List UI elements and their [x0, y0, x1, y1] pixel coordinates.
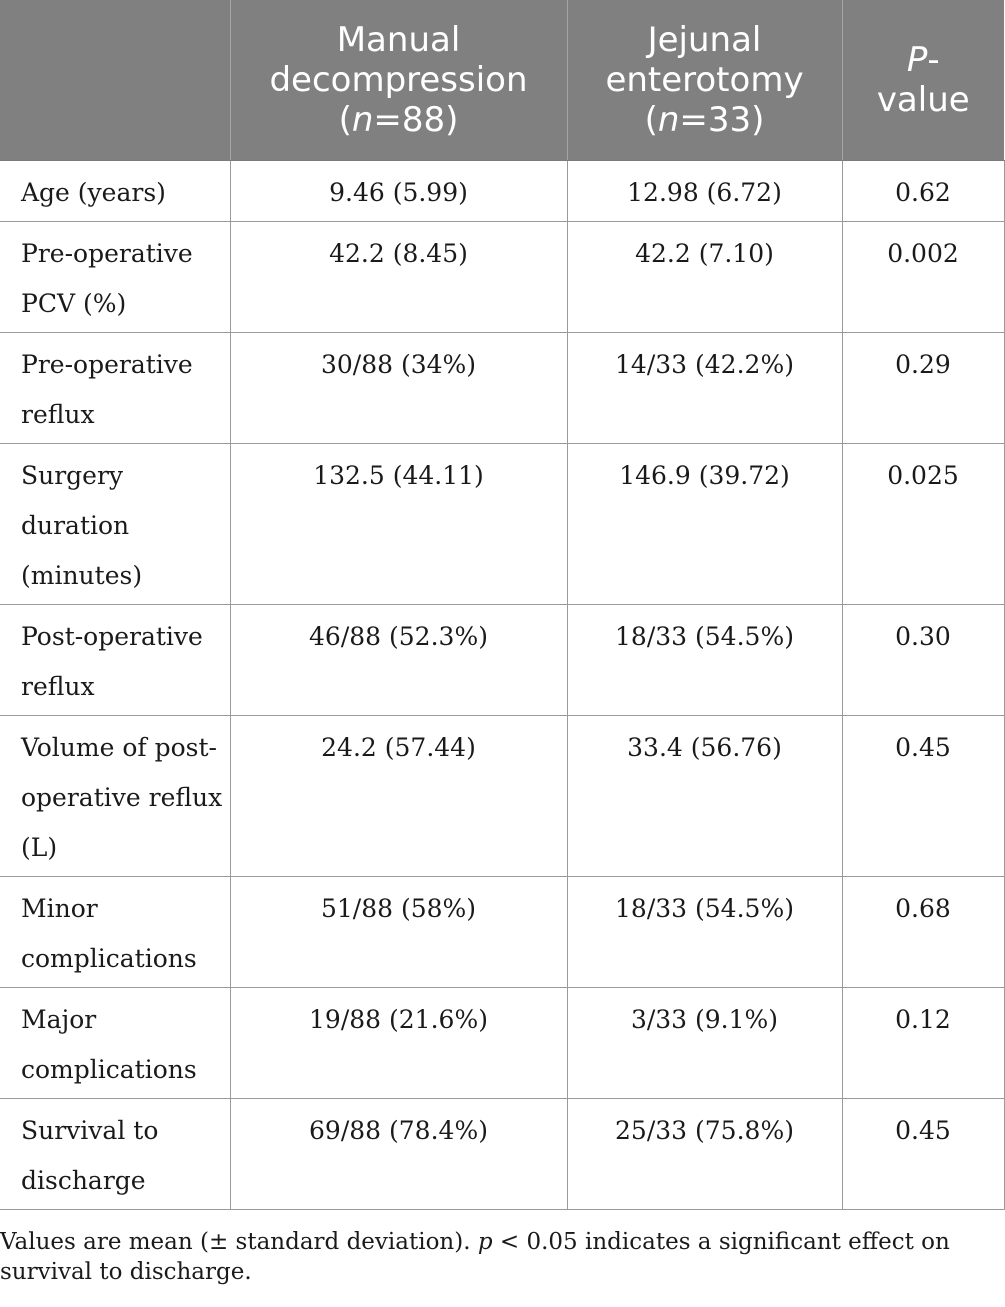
table-row: Age (years) 9.46 (5.99) 12.98 (6.72) 0.6…: [0, 160, 1005, 222]
table-row: Minor complications 51/88 (58%) 18/33 (5…: [0, 876, 1005, 988]
manual-value: 24.2 (57.44): [230, 715, 568, 877]
header-manual-line2: decompression: [269, 59, 528, 100]
header-p-value: P- value: [841, 0, 1004, 161]
row-label: Age (years): [0, 160, 231, 222]
footnote-part1: Values are mean (± standard deviation).: [0, 1229, 478, 1255]
p-value: 0.45: [842, 1098, 1005, 1210]
header-manual-n-var: n: [351, 99, 374, 140]
header-jejunal-line2: enterotomy: [605, 59, 804, 100]
row-label: Volume of post-operative reflux (L): [0, 715, 231, 877]
manual-value: 9.46 (5.99): [230, 160, 568, 222]
header-manual-line1: Manual: [336, 19, 461, 60]
row-label: Surgery duration (minutes): [0, 443, 231, 605]
p-value: 0.025: [842, 443, 1005, 605]
header-empty-cell: [0, 0, 230, 161]
jejunal-value: 42.2 (7.10): [567, 221, 843, 333]
table-row: Pre-operative PCV (%) 42.2 (8.45) 42.2 (…: [0, 221, 1005, 333]
header-jejunal-enterotomy: Jejunal enterotomy (n=33): [566, 0, 842, 161]
header-jejunal-line1: Jejunal: [647, 19, 762, 60]
table-row: Survival to discharge 69/88 (78.4%) 25/3…: [0, 1098, 1005, 1210]
jejunal-value: 14/33 (42.2%): [567, 332, 843, 444]
manual-value: 132.5 (44.11): [230, 443, 568, 605]
p-value: 0.002: [842, 221, 1005, 333]
jejunal-value: 18/33 (54.5%): [567, 604, 843, 716]
manual-value: 51/88 (58%): [230, 876, 568, 988]
table-row: Surgery duration (minutes) 132.5 (44.11)…: [0, 443, 1005, 605]
table-row: Pre-operative reflux 30/88 (34%) 14/33 (…: [0, 332, 1005, 444]
header-row: Manual decompression (n=88) Jejunal ente…: [0, 0, 1004, 161]
header-p-dash: -: [927, 39, 940, 80]
header-jejunal-n-prefix: (: [644, 99, 658, 140]
jejunal-value: 3/33 (9.1%): [567, 987, 843, 1099]
table-row: Post-operative reflux 46/88 (52.3%) 18/3…: [0, 604, 1005, 716]
header-manual-n-prefix: (: [338, 99, 352, 140]
manual-value: 30/88 (34%): [230, 332, 568, 444]
manual-value: 46/88 (52.3%): [230, 604, 568, 716]
results-table: Manual decompression (n=88) Jejunal ente…: [0, 0, 1005, 1210]
jejunal-value: 25/33 (75.8%): [567, 1098, 843, 1210]
jejunal-value: 12.98 (6.72): [567, 160, 843, 222]
row-label: Pre-operative PCV (%): [0, 221, 231, 333]
p-value: 0.68: [842, 876, 1005, 988]
row-label: Major complications: [0, 987, 231, 1099]
header-jejunal-n-suffix: =33): [679, 99, 765, 140]
header-p-line2: value: [876, 79, 970, 120]
row-label: Pre-operative reflux: [0, 332, 231, 444]
row-label: Minor complications: [0, 876, 231, 988]
p-value: 0.12: [842, 987, 1005, 1099]
manual-value: 42.2 (8.45): [230, 221, 568, 333]
p-value: 0.30: [842, 604, 1005, 716]
header-jejunal-n-var: n: [657, 99, 680, 140]
header-p-var: P: [906, 39, 928, 80]
table-row: Volume of post-operative reflux (L) 24.2…: [0, 715, 1005, 877]
p-value: 0.29: [842, 332, 1005, 444]
row-label: Survival to discharge: [0, 1098, 231, 1210]
p-value: 0.45: [842, 715, 1005, 877]
header-manual-n-suffix: =88): [373, 99, 459, 140]
p-value: 0.62: [842, 160, 1005, 222]
table-row: Major complications 19/88 (21.6%) 3/33 (…: [0, 987, 1005, 1099]
table-footnote: Values are mean (± standard deviation). …: [0, 1227, 995, 1287]
jejunal-value: 33.4 (56.76): [567, 715, 843, 877]
header-manual-decompression: Manual decompression (n=88): [229, 0, 567, 161]
jejunal-value: 146.9 (39.72): [567, 443, 843, 605]
manual-value: 19/88 (21.6%): [230, 987, 568, 1099]
jejunal-value: 18/33 (54.5%): [567, 876, 843, 988]
footnote-part2: < 0.05 indicates a significant effect on…: [0, 1229, 950, 1285]
row-label: Post-operative reflux: [0, 604, 231, 716]
footnote-p-var: p: [477, 1229, 493, 1255]
manual-value: 69/88 (78.4%): [230, 1098, 568, 1210]
